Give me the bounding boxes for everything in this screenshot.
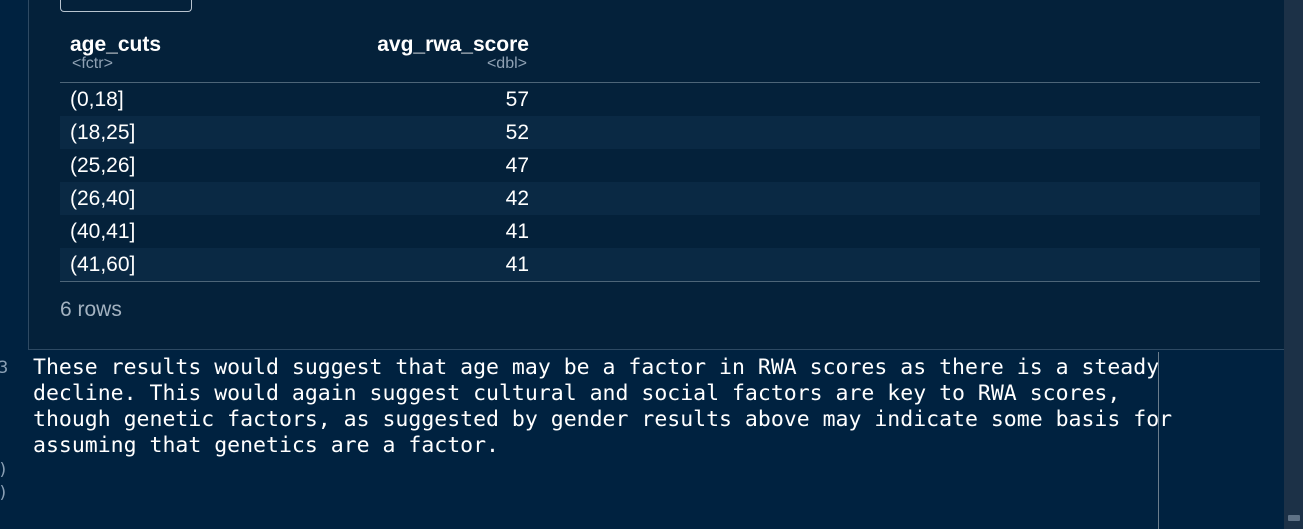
line-number: 3 <box>0 358 9 378</box>
scrollbar-thumb[interactable] <box>1288 515 1300 521</box>
vertical-scrollbar[interactable] <box>1284 0 1303 529</box>
column-header-avg-rwa-score[interactable]: avg_rwa_score <box>377 33 529 56</box>
column-type-avg-rwa-score: <dbl> <box>486 55 527 72</box>
cell-age-cuts: (0,18] <box>70 88 124 111</box>
cell-avg-rwa-score: 42 <box>505 187 529 210</box>
chunk-output-panel: age_cuts <fctr> avg_rwa_score <dbl> (0,1… <box>28 0 1284 350</box>
cell-age-cuts: (18,25] <box>70 121 136 144</box>
cell-age-cuts: (40,41] <box>70 220 136 243</box>
table-row: (26,40] 42 <box>60 182 1260 215</box>
column-header-age-cuts[interactable]: age_cuts <box>70 33 162 56</box>
table-header: age_cuts <fctr> avg_rwa_score <dbl> <box>60 30 1260 83</box>
cell-avg-rwa-score: 52 <box>505 121 529 144</box>
output-view-button[interactable] <box>60 0 192 12</box>
editor-markdown-text[interactable]: These results would suggest that age may… <box>33 355 1173 458</box>
cell-age-cuts: (25,26] <box>70 154 136 177</box>
cell-age-cuts: (41,60] <box>70 253 136 276</box>
cell-avg-rwa-score: 57 <box>505 88 529 111</box>
cell-avg-rwa-score: 41 <box>505 220 529 243</box>
line-number: ) <box>0 457 8 483</box>
cell-avg-rwa-score: 47 <box>505 154 529 177</box>
table-row: (41,60] 41 <box>60 248 1260 282</box>
cell-age-cuts: (26,40] <box>70 187 136 210</box>
table-row: (25,26] 47 <box>60 149 1260 182</box>
row-count-label: 6 rows <box>60 298 122 321</box>
editor-margin-line <box>1158 352 1159 529</box>
line-number-gutter: 3 ) ) <box>0 0 26 529</box>
column-type-age-cuts: <fctr> <box>72 55 113 72</box>
table-row: (18,25] 52 <box>60 116 1260 149</box>
table-row: (40,41] 41 <box>60 215 1260 248</box>
table-row: (0,18] 57 <box>60 83 1260 116</box>
cell-avg-rwa-score: 41 <box>505 253 529 276</box>
data-frame-table: age_cuts <fctr> avg_rwa_score <dbl> (0,1… <box>60 30 1260 282</box>
line-number: ) <box>0 480 8 506</box>
